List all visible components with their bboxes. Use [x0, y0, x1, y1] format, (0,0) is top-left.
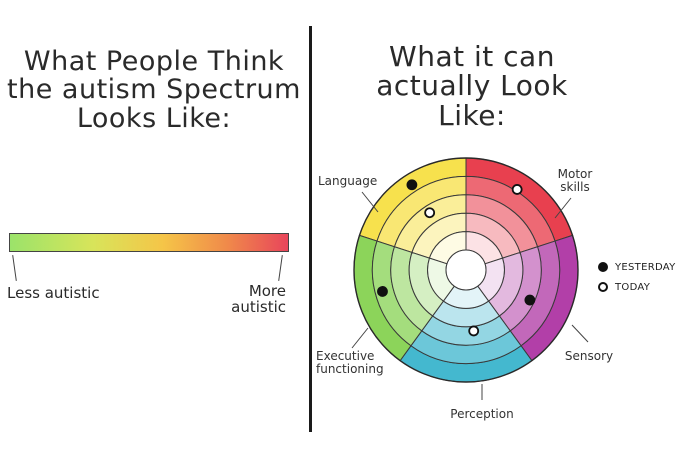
legend-marker-today [598, 282, 608, 292]
today-point-motor-skills [511, 184, 523, 195]
yesterday-point-language [406, 179, 418, 191]
more-autistic-label: More autistic [231, 282, 286, 316]
legend-label-yesterday: YESTERDAY [615, 261, 676, 273]
wheel-center [445, 249, 487, 291]
less-autistic-label: Less autistic [7, 284, 100, 302]
panel-divider [309, 26, 312, 432]
legend-label-today: TODAY [615, 281, 651, 293]
left-panel-title: What People Think the autism Spectrum Lo… [7, 46, 301, 134]
today-point-language [424, 207, 436, 219]
today-point-perception [468, 325, 480, 337]
category-label-motor-skills: Motor skills [558, 167, 593, 194]
leader-line-executive-functioning [351, 327, 369, 349]
yesterday-point-sensory [524, 294, 536, 306]
leader-line-motor-skills [554, 197, 572, 219]
right-panel-title: What it can actually Look Like: [376, 40, 568, 132]
category-label-perception: Perception [450, 407, 513, 421]
spectrum-gradient-bar [9, 233, 289, 252]
category-label-sensory: Sensory [565, 349, 613, 363]
leader-line-sensory [571, 324, 589, 343]
yesterday-point-executive-functioning [377, 286, 388, 297]
category-label-language: Language [318, 174, 377, 188]
leader-line-language [361, 191, 379, 213]
wheel-outline [353, 157, 579, 383]
category-label-executive-functioning: Executive functioning [316, 349, 384, 376]
legend-item-yesterday: YESTERDAY [598, 257, 676, 277]
legend-item-today: TODAY [598, 277, 676, 297]
legend-marker-yesterday [598, 262, 608, 272]
legend: YESTERDAY TODAY [598, 257, 676, 297]
